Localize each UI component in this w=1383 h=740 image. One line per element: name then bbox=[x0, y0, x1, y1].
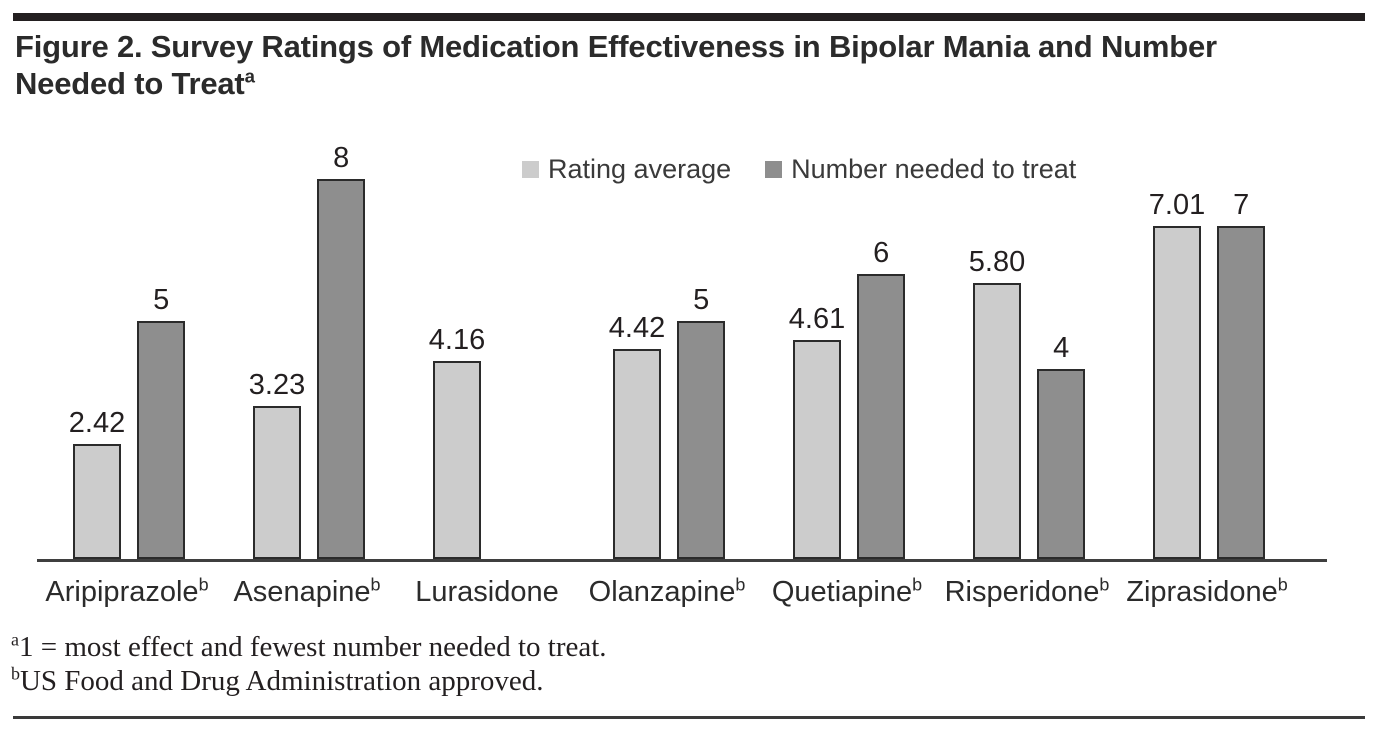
bar-group-asenapine: 3.23 8 bbox=[217, 143, 397, 559]
bar-col: 7.01 bbox=[1149, 190, 1205, 559]
footnote-b: bUS Food and Drug Administration approve… bbox=[11, 664, 607, 698]
category-superscript: b bbox=[1277, 574, 1288, 595]
category-superscript: b bbox=[370, 574, 381, 595]
bar-value-label: 5 bbox=[153, 284, 170, 316]
category-label-aripiprazole: Aripiprazoleb bbox=[45, 574, 209, 608]
rating-average-bar bbox=[792, 340, 841, 559]
bar-col: 3.23 bbox=[249, 370, 305, 559]
category-label-lurasidone: Lurasidone bbox=[415, 576, 559, 608]
chart-legend: Rating average Number needed to treat bbox=[522, 154, 1076, 185]
rating-average-bar bbox=[432, 361, 481, 559]
number-needed-to-treat-bar bbox=[317, 179, 366, 559]
category-superscript: b bbox=[1099, 574, 1110, 595]
category-label-olanzapine: Olanzapineb bbox=[588, 574, 746, 608]
rating-average-bar bbox=[972, 283, 1021, 559]
rating-average-bar bbox=[72, 444, 121, 559]
legend-label-number-needed-to-treat: Number needed to treat bbox=[791, 154, 1077, 184]
category-label-asenapine: Asenapineb bbox=[233, 574, 381, 608]
figure-title-line2: Needed to Treat bbox=[15, 66, 245, 101]
number-needed-to-treat-bar bbox=[1217, 226, 1266, 559]
number-needed-to-treat-bar bbox=[137, 321, 186, 559]
bar-value-label: 2.42 bbox=[68, 407, 126, 439]
number-needed-to-treat-bar bbox=[1037, 369, 1086, 559]
bar-col: 4.61 bbox=[789, 304, 845, 559]
bar-value-label: 8 bbox=[333, 142, 350, 174]
bar-col: 5 bbox=[677, 284, 726, 559]
legend-item-number-needed-to-treat: Number needed to treat bbox=[765, 154, 1076, 185]
footnote-a-marker: a bbox=[11, 629, 19, 650]
bar-groups: 2.42 5 3.23 8 4.16 4.42 5 4.61 6 5.80 4 7.01 7 bbox=[37, 0, 1297, 559]
bar-group-aripiprazole: 2.42 5 bbox=[37, 285, 217, 559]
category-superscript: b bbox=[912, 574, 923, 595]
bar-value-label: 7.01 bbox=[1148, 189, 1206, 221]
bar-col: 8 bbox=[317, 142, 366, 559]
bar-col: 4.42 bbox=[609, 313, 665, 559]
footnote-b-marker: b bbox=[11, 663, 20, 684]
bar-value-label: 4.61 bbox=[788, 303, 846, 335]
bar-col: 4.16 bbox=[429, 325, 485, 559]
category-label-ziprasidone: Ziprasidoneb bbox=[1126, 574, 1288, 608]
bar-group-olanzapine: 4.42 5 bbox=[577, 285, 757, 559]
bar-group-quetiapine: 4.61 6 bbox=[757, 238, 937, 559]
bar-col: 4 bbox=[1037, 332, 1086, 559]
bar-value-label: 5.80 bbox=[968, 246, 1026, 278]
footnote-a-text: 1 = most effect and fewest number needed… bbox=[18, 631, 607, 663]
bar-col: 6 bbox=[857, 237, 906, 559]
rating-average-bar bbox=[612, 349, 661, 559]
legend-swatch-number-needed-to-treat bbox=[765, 161, 783, 178]
category-superscript: b bbox=[198, 574, 209, 595]
figure-title-superscript: a bbox=[244, 65, 255, 87]
footnote-a: a1 = most effect and fewest number neede… bbox=[11, 630, 607, 664]
category-labels: Aripiprazoleb Asenapineb Lurasidone Olanzap… bbox=[37, 574, 1297, 609]
footnote-b-text: US Food and Drug Administration approved… bbox=[19, 665, 544, 697]
category-label-quetiapine: Quetiapineb bbox=[771, 574, 923, 608]
bar-col: 2.42 bbox=[69, 408, 125, 559]
bar-group-ziprasidone: 7.01 7 bbox=[1117, 190, 1297, 559]
category-label-risperidone: Risperidoneb bbox=[944, 574, 1110, 608]
category-superscript: b bbox=[735, 574, 746, 595]
x-axis-line bbox=[37, 559, 1327, 562]
number-needed-to-treat-bar bbox=[677, 321, 726, 559]
bar-col: 5.80 bbox=[969, 247, 1025, 559]
bar-group-lurasidone: 4.16 bbox=[397, 325, 577, 559]
bar-value-label: 7 bbox=[1233, 189, 1250, 221]
bar-value-label: 4.16 bbox=[428, 324, 486, 356]
bar-group-risperidone: 5.80 4 bbox=[937, 247, 1117, 559]
legend-label-rating-average: Rating average bbox=[548, 154, 732, 184]
bar-value-label: 3.23 bbox=[248, 369, 306, 401]
bar-col bbox=[497, 549, 545, 559]
bar-value-label: 4 bbox=[1053, 332, 1070, 364]
legend-swatch-rating-average bbox=[522, 161, 539, 178]
bottom-divider bbox=[13, 716, 1365, 719]
figure-title: Figure 2. Survey Ratings of Medication E… bbox=[15, 28, 1360, 102]
rating-average-bar bbox=[252, 406, 301, 559]
number-needed-to-treat-bar bbox=[857, 274, 906, 559]
bar-value-label: 4.42 bbox=[608, 312, 666, 344]
top-divider bbox=[13, 13, 1365, 21]
rating-average-bar bbox=[1152, 226, 1201, 559]
footnotes: a1 = most effect and fewest number neede… bbox=[11, 630, 607, 698]
bar-value-label: 6 bbox=[873, 237, 890, 269]
legend-item-rating-average: Rating average bbox=[522, 154, 731, 185]
bar-col: 7 bbox=[1217, 189, 1266, 559]
figure-title-line1: Figure 2. Survey Ratings of Medication E… bbox=[15, 29, 1217, 64]
bar-col: 5 bbox=[137, 284, 186, 559]
bar-value-label: 5 bbox=[693, 284, 710, 316]
